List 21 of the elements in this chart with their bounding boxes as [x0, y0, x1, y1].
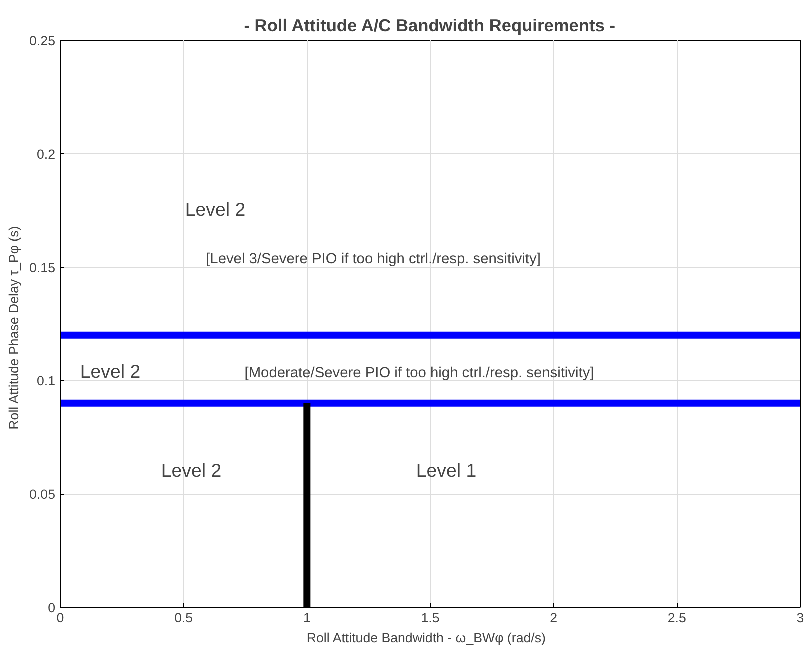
x-tick-label: 3 [796, 610, 804, 626]
x-tick-label: 0.5 [174, 610, 194, 626]
y-tick-label: 0.25 [30, 34, 56, 48]
x-tick-label: 2 [550, 610, 558, 626]
x-axis-title: Roll Attitude Bandwidth - ω_BWφ (rad/s) [306, 630, 546, 646]
annotation: Level 1 [416, 460, 477, 481]
y-tick-label: 0.1 [36, 374, 56, 389]
y-tick-label: 0 [48, 600, 56, 616]
y-axis-title: Roll Attitude Phase Delay τ_Pφ (s) [6, 226, 22, 430]
y-tick-label: 0.15 [30, 260, 56, 276]
x-tick-label: 1 [303, 610, 311, 626]
y-tick-label: 0.2 [36, 146, 56, 162]
chart-title: - Roll Attitude A/C Bandwidth Requirements - [244, 16, 616, 36]
x-tick-label: 1.5 [421, 610, 440, 626]
annotation: [Moderate/Severe PIO if too high ctrl./resp. sensitivity] [244, 366, 594, 382]
annotation: [Level 3/Severe PIO if too high ctrl./resp. sensitivity] [206, 252, 541, 268]
x-tick-label: 2.5 [668, 610, 686, 626]
annotation: Level 2 [185, 199, 246, 220]
annotation: Level 2 [161, 460, 222, 481]
y-tick-label: 0.05 [30, 487, 56, 502]
annotation: Level 2 [80, 361, 141, 382]
